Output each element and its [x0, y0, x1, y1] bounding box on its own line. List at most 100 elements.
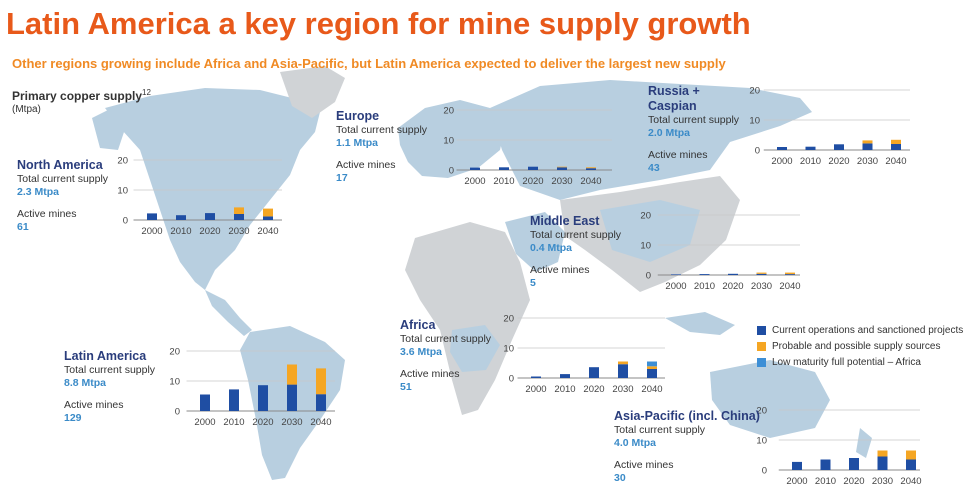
active-mines-value: 43 — [648, 161, 660, 174]
chart-north-america: 0 10 20 2000 2010 2020 2030 2040 — [117, 156, 282, 237]
x-tick-label: 2010 — [800, 156, 821, 167]
bar-segment — [877, 450, 888, 457]
x-tick-label: 2010 — [694, 281, 715, 292]
active-mines-label: Active mines — [336, 159, 396, 172]
x-tick-label: 2030 — [857, 156, 878, 167]
bar-segment — [671, 274, 681, 275]
y-tick-label: 20 — [749, 86, 760, 97]
y-tick-label: 20 — [640, 211, 651, 222]
bar-segment — [906, 459, 916, 470]
bar-segment — [258, 385, 268, 411]
x-tick-label: 2030 — [751, 281, 772, 292]
legend-swatch — [757, 341, 766, 351]
bar-segment — [586, 167, 596, 169]
map-north-america — [105, 88, 320, 290]
page-title: Latin America a key region for mine supp… — [6, 6, 751, 41]
bar-segment — [647, 361, 657, 367]
bar-segment — [785, 272, 795, 275]
bar-segment — [234, 214, 244, 220]
region-name: Latin America — [64, 349, 147, 363]
x-tick-label: 2020 — [843, 476, 864, 487]
bar-segment — [756, 272, 767, 274]
x-tick-label: 2040 — [257, 226, 278, 237]
x-tick-label: 2000 — [464, 176, 485, 187]
legend-item-current: Current operations and sanctioned projec… — [757, 322, 963, 338]
bar-segment — [176, 215, 186, 220]
bar-segment — [891, 139, 901, 144]
x-tick-label: 2030 — [551, 176, 572, 187]
legend-item-low-maturity: Low maturity full potential – Africa — [757, 354, 963, 370]
x-tick-label: 2040 — [310, 417, 331, 428]
bar-segment — [792, 461, 802, 470]
y-label-text: Primary copper supply — [12, 89, 143, 103]
legend-swatch — [757, 357, 766, 367]
bar-segment — [316, 394, 326, 411]
y-tick-label: 0 — [646, 271, 651, 282]
map-greenland — [280, 66, 345, 118]
legend-label: Current operations and sanctioned projec… — [772, 324, 964, 336]
region-info-russia-caspian: Russia + Caspian Total current supply 2.… — [648, 84, 739, 174]
x-tick-label: 2040 — [779, 281, 800, 292]
y-tick-label: 10 — [749, 116, 760, 127]
x-tick-label: 2000 — [141, 226, 162, 237]
map-australia — [710, 360, 830, 438]
legend: Current operations and sanctioned projec… — [757, 322, 963, 370]
bar-segment — [862, 140, 873, 144]
x-tick-label: 2040 — [641, 384, 662, 395]
x-tick-label: 2040 — [900, 476, 921, 487]
y-tick-label: 20 — [169, 347, 180, 358]
bar-segment — [147, 213, 157, 220]
y-tick-label: 10 — [756, 436, 767, 447]
map-middle-east — [505, 212, 565, 272]
bar-segment — [229, 389, 239, 411]
bar-segment — [785, 274, 795, 275]
active-mines-value: 61 — [17, 220, 29, 233]
total-supply-label: Total current supply — [17, 173, 109, 185]
active-mines-value: 17 — [336, 171, 348, 184]
region-info-asia-pacific: Asia-Pacific (incl. China) Total current… — [614, 409, 760, 484]
y-tick-label: 0 — [509, 374, 514, 385]
bar-segment — [805, 146, 816, 150]
total-supply-value: 8.8 Mtpa — [64, 376, 107, 389]
bar-segment — [316, 368, 326, 395]
active-mines-value: 51 — [400, 380, 412, 393]
total-supply-value: 4.0 Mtpa — [614, 436, 657, 449]
total-supply-value: 2.0 Mtpa — [648, 126, 691, 139]
total-supply-value: 1.1 Mtpa — [336, 136, 379, 149]
bar-segment — [699, 274, 710, 275]
region-info-north-america: North America Total current supply 2.3 M… — [17, 158, 108, 233]
x-tick-label: 2010 — [223, 417, 244, 428]
bar-segment — [618, 364, 628, 378]
bar-segment — [205, 213, 215, 220]
legend-swatch — [757, 325, 766, 335]
y-tick-label: 0 — [175, 407, 180, 418]
y-tick-label: 20 — [443, 106, 454, 117]
bar-segment — [586, 168, 596, 170]
y-tick-label: 0 — [755, 146, 760, 157]
map-indonesia — [665, 312, 735, 335]
chart-europe: 0 10 20 2000 2010 2020 2030 2040 — [443, 106, 612, 187]
bar-segment — [287, 384, 297, 411]
y-tick-label: 20 — [756, 406, 767, 417]
y-axis-label: Primary copper supply12 — [12, 88, 151, 103]
bar-segment — [557, 166, 567, 168]
x-tick-label: 2040 — [885, 156, 906, 167]
x-tick-label: 2000 — [194, 417, 215, 428]
map-africa-highlight — [450, 325, 500, 372]
bar-segment — [777, 147, 787, 150]
y-tick-label: 0 — [449, 166, 454, 177]
chart-asia-pacific-incl-china: 0 10 20 2000 2010 2020 2030 2040 — [756, 406, 921, 488]
legend-label: Probable and possible supply sources — [772, 340, 941, 352]
bar-segment — [263, 208, 273, 217]
active-mines-label: Active mines — [530, 264, 590, 277]
region-name: Russia + Caspian — [648, 84, 700, 113]
x-tick-label: 2020 — [252, 417, 273, 428]
bar-segment — [618, 361, 628, 365]
bar-segment — [728, 273, 738, 275]
x-tick-label: 2030 — [612, 384, 633, 395]
y-tick-label: 10 — [503, 344, 514, 355]
map-alaska — [92, 108, 126, 150]
bar-segment — [647, 366, 657, 369]
x-tick-label: 2000 — [665, 281, 686, 292]
